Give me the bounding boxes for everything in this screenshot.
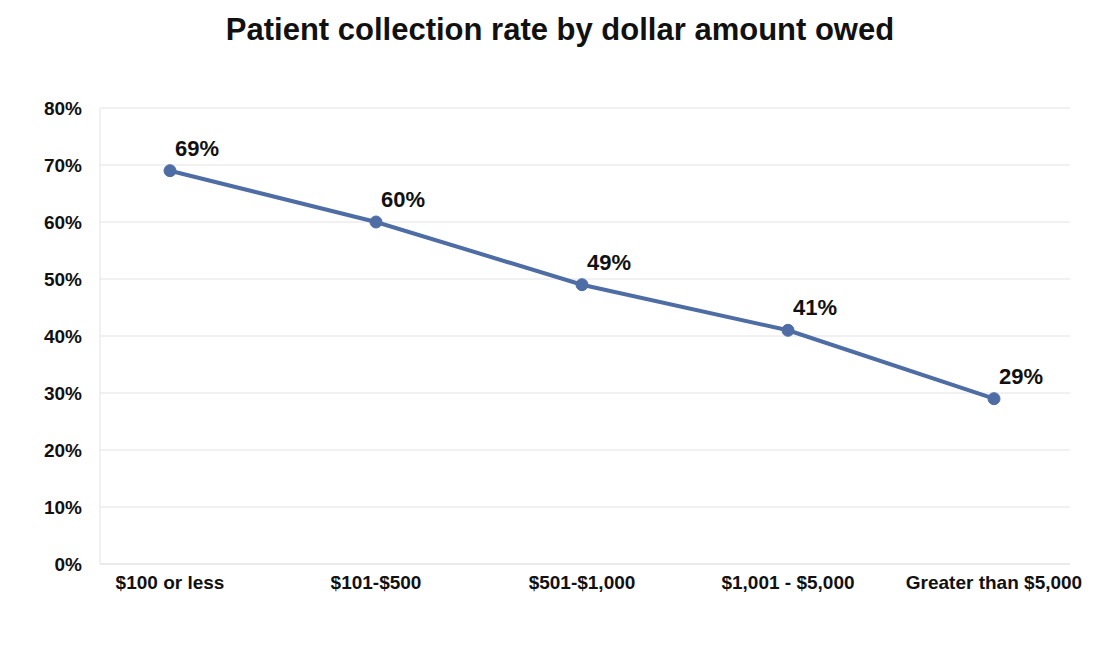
svg-text:$100 or less: $100 or less [116, 572, 225, 593]
svg-text:41%: 41% [793, 295, 837, 320]
svg-text:Greater than $5,000: Greater than $5,000 [906, 572, 1082, 593]
svg-text:0%: 0% [55, 554, 83, 575]
svg-text:$501-$1,000: $501-$1,000 [529, 572, 636, 593]
svg-text:49%: 49% [587, 250, 631, 275]
svg-text:70%: 70% [44, 155, 82, 176]
svg-text:60%: 60% [381, 187, 425, 212]
html-text:Patient collection rate by dol: Patient collection rate by dollar amount… [225, 12, 895, 47]
svg-text:80%: 80% [44, 98, 82, 119]
svg-text:$1,001 - $5,000: $1,001 - $5,000 [721, 572, 854, 593]
svg-text:20%: 20% [44, 440, 82, 461]
svg-text:60%: 60% [44, 212, 82, 233]
svg-text:29%: 29% [999, 364, 1043, 389]
svg-text:40%: 40% [44, 326, 82, 347]
svg-text:$101-$500: $101-$500 [331, 572, 422, 593]
svg-text:50%: 50% [44, 269, 82, 290]
svg-text:30%: 30% [44, 383, 82, 404]
svg-text:10%: 10% [44, 497, 82, 518]
svg-text:69%: 69% [175, 136, 219, 161]
